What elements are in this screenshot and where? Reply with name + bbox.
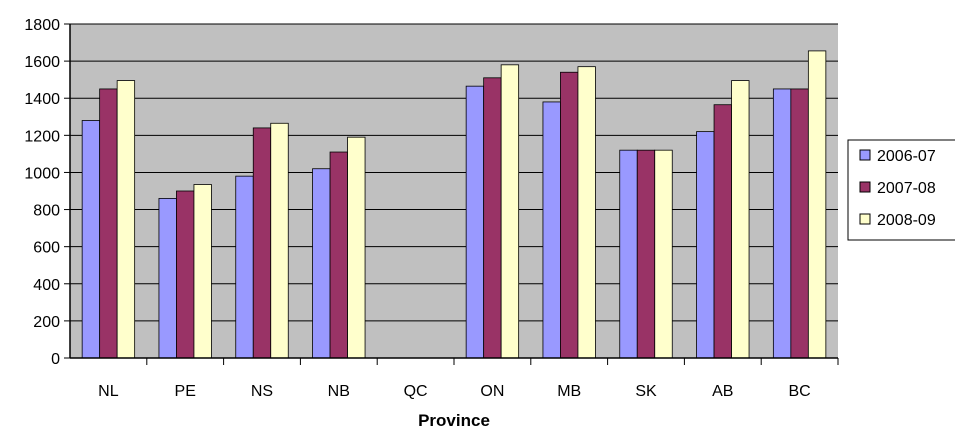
bar-bc-2006-07 xyxy=(772,88,792,359)
bar-nl-2008-09 xyxy=(116,80,136,359)
bar-nb-2007-08 xyxy=(329,151,348,359)
bar-mb-2006-07 xyxy=(542,101,561,359)
bar-pe-2006-07 xyxy=(158,198,177,359)
y-tick-label: 200 xyxy=(33,314,60,331)
x-tick-label: NS xyxy=(251,383,273,400)
bar-bc-2008-09 xyxy=(807,50,827,359)
x-axis-title: Province xyxy=(418,411,490,430)
legend-swatch xyxy=(859,213,871,225)
bar-on-2007-08 xyxy=(483,77,502,359)
bar-ab-2007-08 xyxy=(713,104,732,359)
bar-sk-2006-07 xyxy=(619,149,638,359)
legend-label: 2007-08 xyxy=(877,180,936,197)
bar-ab-2008-09 xyxy=(731,80,750,359)
y-tick-label: 600 xyxy=(33,240,60,257)
y-tick-label: 1800 xyxy=(24,17,60,34)
x-axis-ticks: NL PE NS NB QC ON MB SK AB BC xyxy=(98,358,839,400)
y-tick-label: 1600 xyxy=(24,54,60,71)
bar-ns-2008-09 xyxy=(270,122,289,359)
x-tick-label: NB xyxy=(328,383,350,400)
y-tick-label: 400 xyxy=(33,277,60,294)
x-tick-label: ON xyxy=(480,383,504,400)
x-tick-label: NL xyxy=(98,383,119,400)
y-tick-label: 1000 xyxy=(24,165,60,182)
bar-on-2008-09 xyxy=(500,64,520,359)
x-tick-label: QC xyxy=(404,383,428,400)
bar-sk-2008-09 xyxy=(654,149,673,359)
y-tick-label: 0 xyxy=(51,351,60,368)
bar-sk-2007-08 xyxy=(636,149,656,359)
x-tick-label: PE xyxy=(175,383,196,400)
legend-swatch xyxy=(859,149,871,161)
bar-nb-2008-09 xyxy=(347,136,366,359)
bar-nl-2006-07 xyxy=(81,120,101,359)
bar-ns-2006-07 xyxy=(235,175,254,359)
bar-bc-2007-08 xyxy=(790,88,809,359)
legend: 2006-07 2007-08 2008-09 xyxy=(847,139,955,241)
x-tick-label: BC xyxy=(788,383,810,400)
y-tick-label: 1200 xyxy=(24,128,60,145)
x-tick-label: SK xyxy=(635,383,657,400)
bar-ns-2007-08 xyxy=(252,127,272,359)
bars xyxy=(81,50,827,359)
bar-mb-2007-08 xyxy=(560,71,579,359)
legend-label: 2008-09 xyxy=(877,212,936,229)
bar-pe-2007-08 xyxy=(176,190,195,359)
y-tick-label: 800 xyxy=(33,203,60,220)
bar-nl-2007-08 xyxy=(99,88,118,359)
x-tick-label: MB xyxy=(557,383,581,400)
y-tick-label: 1400 xyxy=(24,91,60,108)
legend-swatch xyxy=(859,181,871,193)
bar-nb-2006-07 xyxy=(312,168,331,359)
bar-pe-2008-09 xyxy=(193,184,212,359)
bar-mb-2008-09 xyxy=(577,66,596,359)
x-tick-label: AB xyxy=(712,383,733,400)
bar-ab-2006-07 xyxy=(696,131,715,359)
bar-on-2006-07 xyxy=(465,85,485,359)
y-axis-ticks: 0 200 400 600 800 1000 1200 1400 1600 1800 xyxy=(24,17,70,368)
legend-label: 2006-07 xyxy=(877,148,936,165)
